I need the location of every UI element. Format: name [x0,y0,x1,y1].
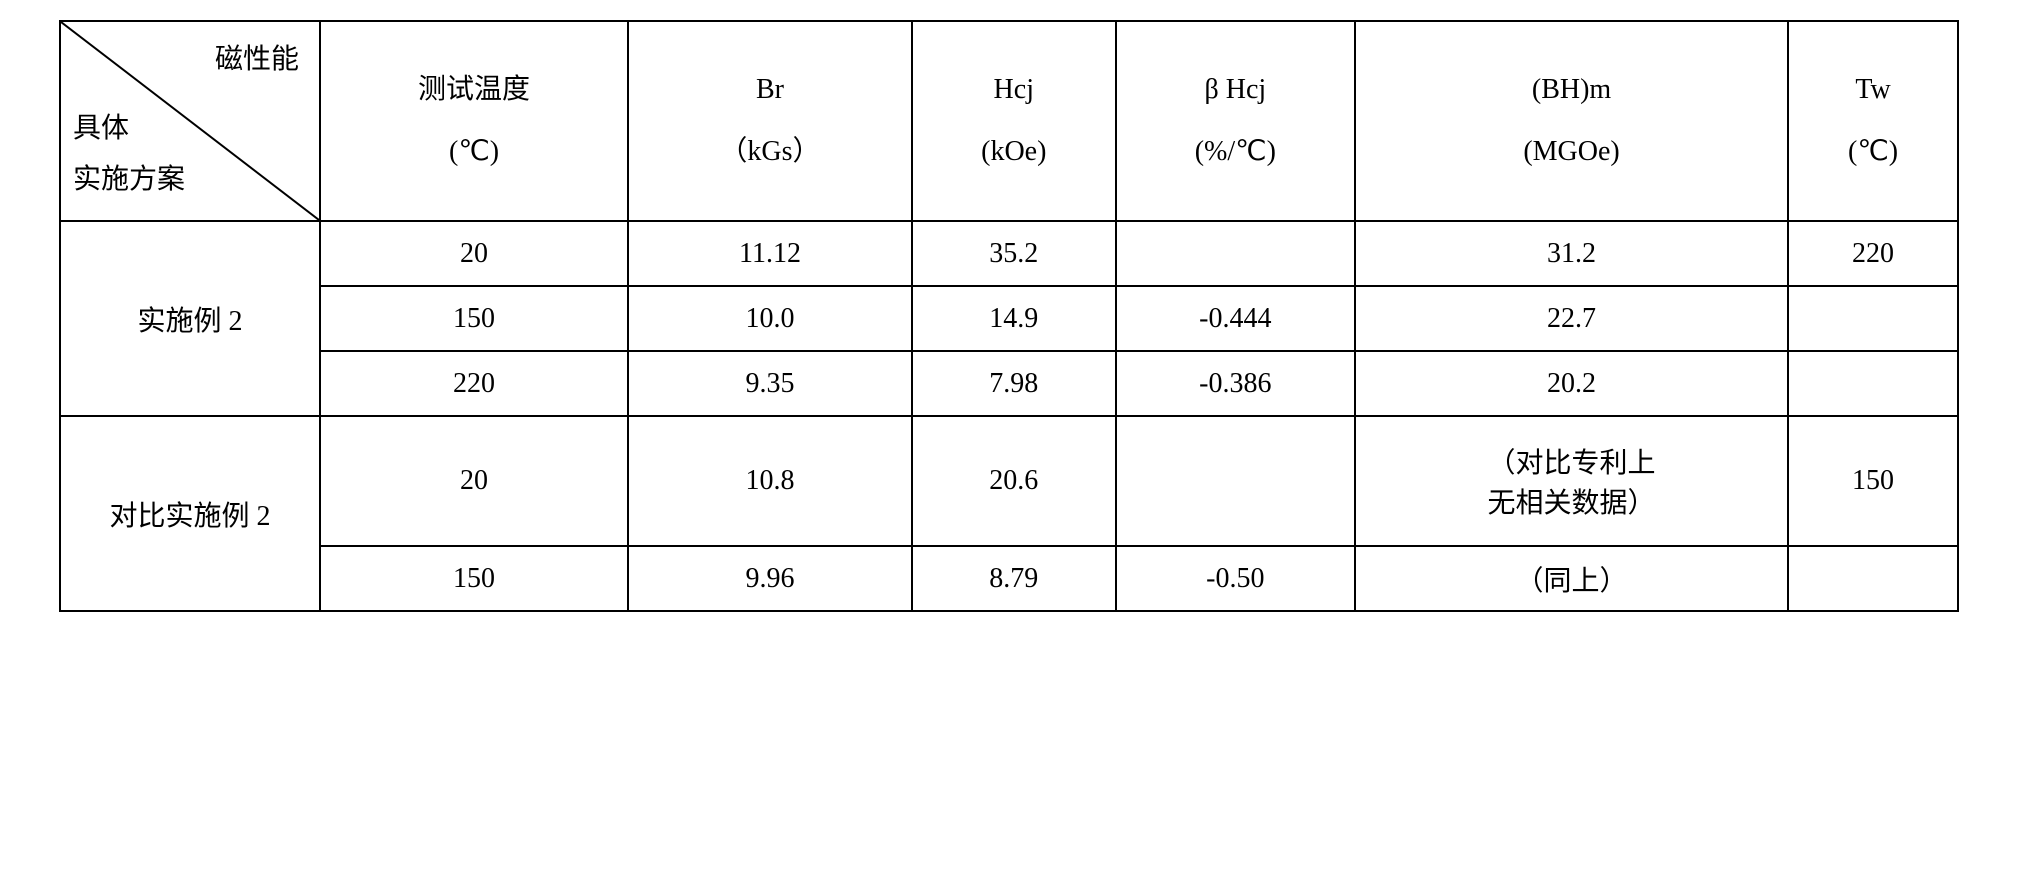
cell-hcj: 14.9 [912,286,1116,351]
cell-bhm: 22.7 [1355,286,1788,351]
magnetic-properties-table: 磁性能 具体 实施方案 测试温度 (℃) Br （kGs） Hcj (kOe) … [59,20,1959,612]
cell-beta: -0.50 [1116,546,1355,611]
col-header-hcj-name: Hcj [925,59,1103,121]
col-header-beta-unit: (%/℃) [1129,121,1342,183]
cell-tw: 150 [1788,416,1958,546]
diag-header-top: 磁性能 [215,37,299,77]
diag-bottom-line1: 具体 [73,104,185,154]
table-row: 220 9.35 7.98 -0.386 20.2 [60,351,1958,416]
cell-temp: 150 [320,286,628,351]
cell-beta: -0.386 [1116,351,1355,416]
cell-temp: 220 [320,351,628,416]
cell-hcj: 20.6 [912,416,1116,546]
cell-bhm: 31.2 [1355,221,1788,286]
row-group-label-2: 对比实施例 2 [60,416,320,611]
cell-br: 9.35 [628,351,912,416]
col-header-bhm-unit: (MGOe) [1368,121,1775,183]
table-row: 150 9.96 8.79 -0.50 （同上） [60,546,1958,611]
cell-hcj: 7.98 [912,351,1116,416]
table-header-row: 磁性能 具体 实施方案 测试温度 (℃) Br （kGs） Hcj (kOe) … [60,21,1958,221]
cell-br: 9.96 [628,546,912,611]
cell-hcj: 8.79 [912,546,1116,611]
cell-temp: 20 [320,221,628,286]
cell-bhm-line2: 无相关数据） [1368,481,1775,521]
col-header-br-unit: （kGs） [641,121,899,183]
table-row: 对比实施例 2 20 10.8 20.6 （对比专利上 无相关数据） 150 [60,416,1958,546]
cell-beta [1116,416,1355,546]
col-header-bhm: (BH)m (MGOe) [1355,21,1788,221]
cell-beta: -0.444 [1116,286,1355,351]
diagonal-header-cell: 磁性能 具体 实施方案 [60,21,320,221]
cell-tw [1788,286,1958,351]
cell-bhm-line1: （对比专利上 [1368,441,1775,481]
col-header-temp: 测试温度 (℃) [320,21,628,221]
col-header-temp-unit: (℃) [333,121,615,183]
diag-bottom-line2: 实施方案 [73,155,185,205]
table-row: 实施例 2 20 11.12 35.2 31.2 220 [60,221,1958,286]
cell-temp: 150 [320,546,628,611]
cell-br: 11.12 [628,221,912,286]
col-header-tw: Tw (℃) [1788,21,1958,221]
col-header-bhm-name: (BH)m [1368,59,1775,121]
cell-beta [1116,221,1355,286]
table-row: 150 10.0 14.9 -0.444 22.7 [60,286,1958,351]
diag-header-bottom: 具体 实施方案 [73,104,185,205]
cell-tw: 220 [1788,221,1958,286]
col-header-br: Br （kGs） [628,21,912,221]
col-header-hcj-unit: (kOe) [925,121,1103,183]
cell-temp: 20 [320,416,628,546]
col-header-temp-name: 测试温度 [333,59,615,121]
cell-tw [1788,351,1958,416]
col-header-br-name: Br [641,59,899,121]
col-header-beta: β Hcj (%/℃) [1116,21,1355,221]
cell-bhm: 20.2 [1355,351,1788,416]
cell-br: 10.0 [628,286,912,351]
cell-tw [1788,546,1958,611]
col-header-tw-name: Tw [1801,59,1945,121]
row-group-label-1: 实施例 2 [60,221,320,416]
cell-hcj: 35.2 [912,221,1116,286]
col-header-tw-unit: (℃) [1801,121,1945,183]
cell-bhm: （同上） [1355,546,1788,611]
col-header-hcj: Hcj (kOe) [912,21,1116,221]
col-header-beta-name: β Hcj [1129,59,1342,121]
cell-br: 10.8 [628,416,912,546]
cell-bhm: （对比专利上 无相关数据） [1355,416,1788,546]
